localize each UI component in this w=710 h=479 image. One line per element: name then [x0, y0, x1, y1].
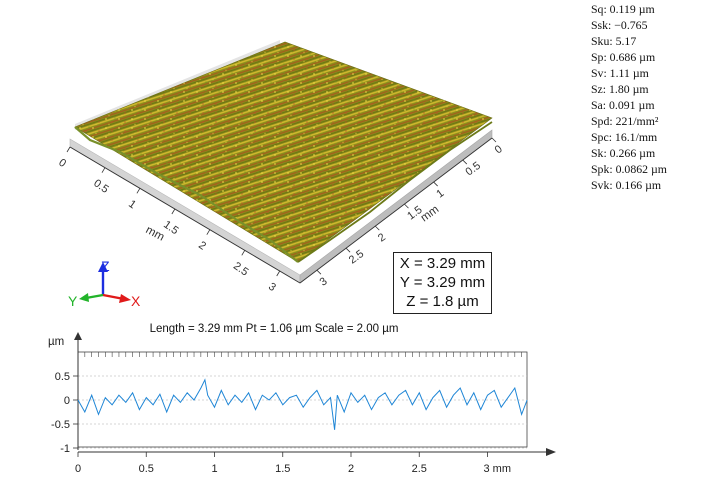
profile-x-tick-label: 1 — [211, 463, 217, 475]
right-axis-tick-label: 0 — [493, 143, 505, 156]
profile-series-line — [77, 378, 528, 430]
profile-minor-ticks — [77, 352, 522, 357]
parameter-item: Sku: 5.17 — [591, 34, 637, 48]
profile-x-tick-label: 3 mm — [484, 463, 512, 475]
profile-x-tick-label: 0 — [75, 463, 81, 475]
right-axis-tick-label: 2.5 — [347, 248, 366, 267]
parameter-item: Svk: 0.166 µm — [591, 178, 662, 192]
right-axis-tick-label: 0.5 — [464, 160, 483, 179]
dimension-y: Y = 3.29 mm — [399, 274, 486, 291]
y-axis-arrow — [85, 293, 104, 300]
right-axis-tick-label: 2 — [376, 231, 388, 244]
right-axis-tick — [462, 159, 468, 165]
left-axis-tick — [241, 250, 246, 256]
triad-z-label: Z — [101, 258, 110, 274]
right-axis-tick — [491, 137, 497, 143]
left-axis-tick-label: 3 — [266, 281, 278, 294]
right-axis-tick — [316, 269, 322, 275]
profile-x-tick-label: 1.5 — [275, 463, 290, 475]
profile-x-arrow — [546, 448, 556, 456]
parameter-item: Ssk: −0.765 — [591, 18, 648, 32]
parameter-item: Sv: 1.11 µm — [591, 66, 649, 80]
right-axis-tick-label: 1 — [434, 187, 446, 200]
profile-x-ticks: 0 0.5 1 1.5 2 2.5 3 mm — [75, 452, 511, 475]
left-axis-tick-label: 0.5 — [91, 177, 110, 196]
left-axis-tick-label: 1 — [126, 198, 138, 211]
parameter-item: Sq: 0.119 µm — [591, 2, 655, 16]
left-axis-tick — [206, 229, 211, 235]
x-arrow-head — [119, 294, 131, 303]
left-axis-line — [69, 146, 301, 284]
left-axis-tick — [276, 270, 281, 277]
surface-block: 00.511.522.53 00.511.522.53 — [56, 40, 505, 294]
profile-x-tick-label: 0.5 — [139, 463, 154, 475]
left-axis-tick-label: 0 — [56, 157, 68, 170]
y-arrow-head — [79, 293, 89, 302]
profile-x-tick-label: 2.5 — [412, 463, 427, 475]
profile-y-tick-label: -0.5 — [51, 419, 70, 431]
parameter-item: Spk: 0.0862 µm — [591, 162, 667, 176]
right-axis-unit: mm — [419, 203, 442, 224]
left-axis-tick-label: 2 — [196, 239, 208, 252]
parameter-item: Sk: 0.266 µm — [591, 146, 656, 160]
right-axis-tick-label: 3 — [318, 275, 330, 288]
surface-front-edge — [74, 126, 299, 263]
dimension-x: X = 3.29 mm — [399, 255, 486, 272]
profile-y-tick-label: 0.5 — [55, 371, 70, 383]
profile-chart: µm 0.5 0 -0.5 -1 0 0.5 1 1.5 2 2.5 3 mm — [48, 332, 556, 475]
parameter-item: Spc: 16.1/mm — [591, 130, 658, 144]
left-axis-tick — [66, 146, 71, 153]
parameter-item: Sp: 0.686 µm — [591, 50, 656, 64]
right-axis-tick — [433, 181, 438, 187]
right-axis-line — [299, 137, 493, 284]
z-arrow-head — [98, 262, 108, 272]
dimensions-box: X = 3.29 mm Y = 3.29 mm Z = 1.8 µm — [393, 252, 492, 314]
parameter-item: Sz: 1.80 µm — [591, 82, 649, 96]
triad-x-label: X — [131, 293, 141, 309]
dimension-z: Z = 1.8 µm — [406, 293, 479, 310]
left-axis-tick — [136, 188, 141, 194]
surface-texture — [75, 42, 492, 262]
left-axis-tick-label: 2.5 — [231, 260, 250, 279]
profile-grid — [78, 375, 527, 449]
left-axis-tick — [101, 167, 106, 173]
surface-right-edge — [297, 121, 493, 263]
profile-x-tick-label: 2 — [348, 463, 354, 475]
roughness-parameters-list: Sq: 0.119 µm Ssk: −0.765 Sku: 5.17 Sp: 0.68… — [591, 1, 667, 193]
parameter-item: Sa: 0.091 µm — [591, 98, 655, 112]
right-axis-tick — [374, 225, 380, 231]
orientation-triad: Z X Y — [68, 258, 141, 309]
left-axis-tick — [171, 208, 176, 215]
triad-y-label: Y — [68, 293, 78, 309]
right-axis-tick — [345, 247, 351, 253]
profile-y-unit: µm — [48, 336, 64, 348]
profile-y-ticks: 0.5 0 -0.5 -1 — [51, 371, 78, 455]
profile-title: Length = 3.29 mm Pt = 1.06 µm Scale = 2.… — [149, 323, 399, 335]
parameter-item: Spd: 221/mm² — [591, 114, 659, 128]
profile-y-tick-label: 0 — [64, 395, 70, 407]
right-axis-tick — [404, 203, 409, 209]
profile-y-arrow — [74, 332, 82, 340]
profile-y-tick-label: -1 — [60, 443, 70, 455]
